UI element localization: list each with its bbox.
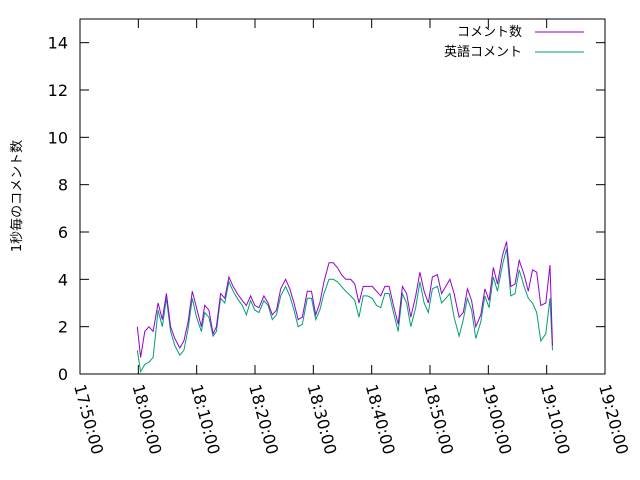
x-tick-label: 19:10:00 — [537, 382, 574, 456]
y-tick-label: 14 — [48, 34, 68, 53]
y-tick-label: 6 — [58, 223, 68, 242]
legend-label-0: コメント数 — [457, 25, 522, 40]
series-layer — [136, 241, 553, 374]
x-tick-label: 18:50:00 — [420, 382, 457, 456]
plot-border — [79, 18, 606, 375]
x-tick-label: 18:40:00 — [362, 382, 399, 456]
legend: コメント数 英語コメント — [444, 25, 584, 60]
x-tick-label: 18:30:00 — [303, 382, 340, 456]
y-tick-label: 2 — [58, 318, 68, 337]
y-tick-label: 8 — [58, 176, 68, 195]
x-axis: 17:50:00 18:00:00 18:10:00 18:20:00 18:30:00… — [70, 19, 632, 456]
series-line-1 — [136, 248, 553, 374]
y-tick-label: 12 — [48, 81, 68, 100]
y-axis: 0 2 4 6 8 10 12 14 — [48, 34, 605, 384]
legend-label-1: 英語コメント — [444, 44, 522, 60]
y-tick-label: 4 — [58, 270, 68, 289]
y-axis-label: 1秒毎のコメント数 — [9, 140, 25, 252]
x-tick-label: 18:10:00 — [187, 382, 224, 456]
x-tick-label: 18:00:00 — [128, 382, 165, 456]
series-line-0 — [136, 241, 553, 358]
y-tick-label: 0 — [58, 365, 68, 384]
y-tick-label: 10 — [48, 128, 68, 147]
x-tick-label: 17:50:00 — [70, 382, 107, 456]
x-tick-label: 19:00:00 — [478, 382, 515, 456]
x-tick-label: 18:20:00 — [245, 382, 282, 456]
x-tick-label: 19:20:00 — [595, 382, 632, 456]
